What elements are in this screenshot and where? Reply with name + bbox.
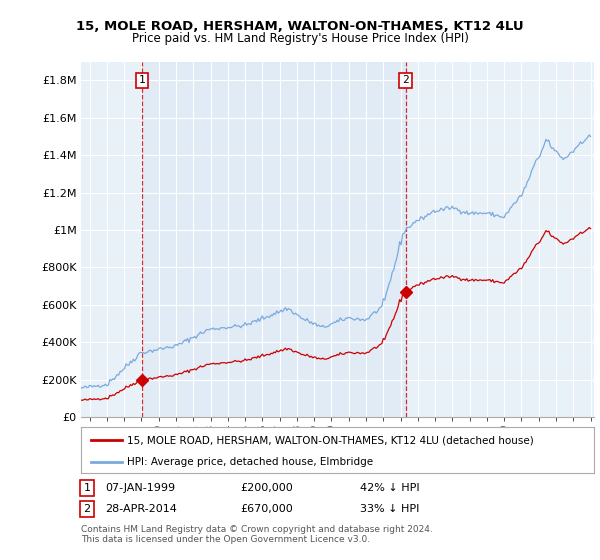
Text: HPI: Average price, detached house, Elmbridge: HPI: Average price, detached house, Elmb… <box>127 457 373 466</box>
Text: 2: 2 <box>83 504 91 514</box>
Text: £200,000: £200,000 <box>240 483 293 493</box>
Text: 33% ↓ HPI: 33% ↓ HPI <box>360 504 419 514</box>
Text: 28-APR-2014: 28-APR-2014 <box>105 504 177 514</box>
Text: Price paid vs. HM Land Registry's House Price Index (HPI): Price paid vs. HM Land Registry's House … <box>131 32 469 45</box>
Bar <box>142 62 406 417</box>
Text: 07-JAN-1999: 07-JAN-1999 <box>105 483 175 493</box>
Text: 15, MOLE ROAD, HERSHAM, WALTON-ON-THAMES, KT12 4LU: 15, MOLE ROAD, HERSHAM, WALTON-ON-THAMES… <box>76 20 524 32</box>
Text: Contains HM Land Registry data © Crown copyright and database right 2024.
This d: Contains HM Land Registry data © Crown c… <box>81 525 433 544</box>
Text: 1: 1 <box>83 483 91 493</box>
Text: £670,000: £670,000 <box>240 504 293 514</box>
Text: 42% ↓ HPI: 42% ↓ HPI <box>360 483 419 493</box>
Text: 15, MOLE ROAD, HERSHAM, WALTON-ON-THAMES, KT12 4LU (detached house): 15, MOLE ROAD, HERSHAM, WALTON-ON-THAMES… <box>127 435 534 445</box>
Text: 2: 2 <box>402 75 409 85</box>
Text: 1: 1 <box>139 75 146 85</box>
